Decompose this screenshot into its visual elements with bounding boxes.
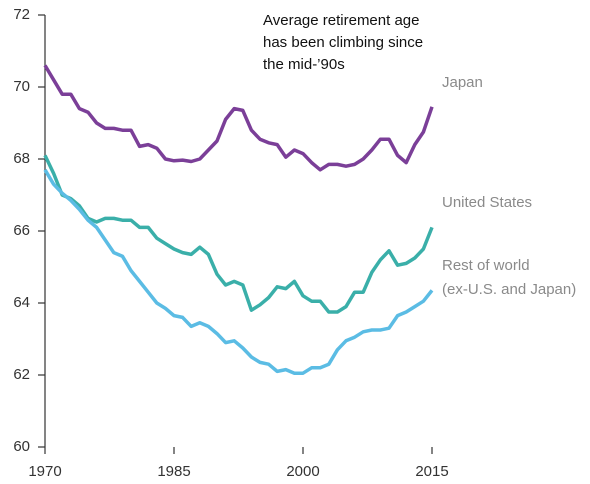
y-tick-label: 66 — [13, 222, 30, 239]
x-tick-label: 1985 — [157, 463, 190, 480]
y-tick-label: 70 — [13, 78, 30, 95]
series-line — [43, 64, 434, 172]
y-tick-label: 60 — [13, 438, 30, 455]
x-tick-label: 1970 — [28, 463, 61, 480]
y-tick-label: 72 — [13, 6, 30, 23]
x-tick-label: 2015 — [415, 463, 448, 480]
y-tick-label: 64 — [13, 294, 30, 311]
x-tick-label: 2000 — [286, 463, 319, 480]
y-tick-label: 62 — [13, 366, 30, 383]
series-label: United States — [442, 194, 533, 212]
series-label: Japan — [442, 73, 483, 91]
annotation: Average retirement age has been climbing… — [263, 12, 424, 73]
y-tick-label: 68 — [13, 150, 30, 167]
series-line — [43, 154, 434, 314]
series-label: Rest of world (ex-U.S. and Japan) — [442, 257, 577, 299]
series-line — [43, 168, 434, 375]
